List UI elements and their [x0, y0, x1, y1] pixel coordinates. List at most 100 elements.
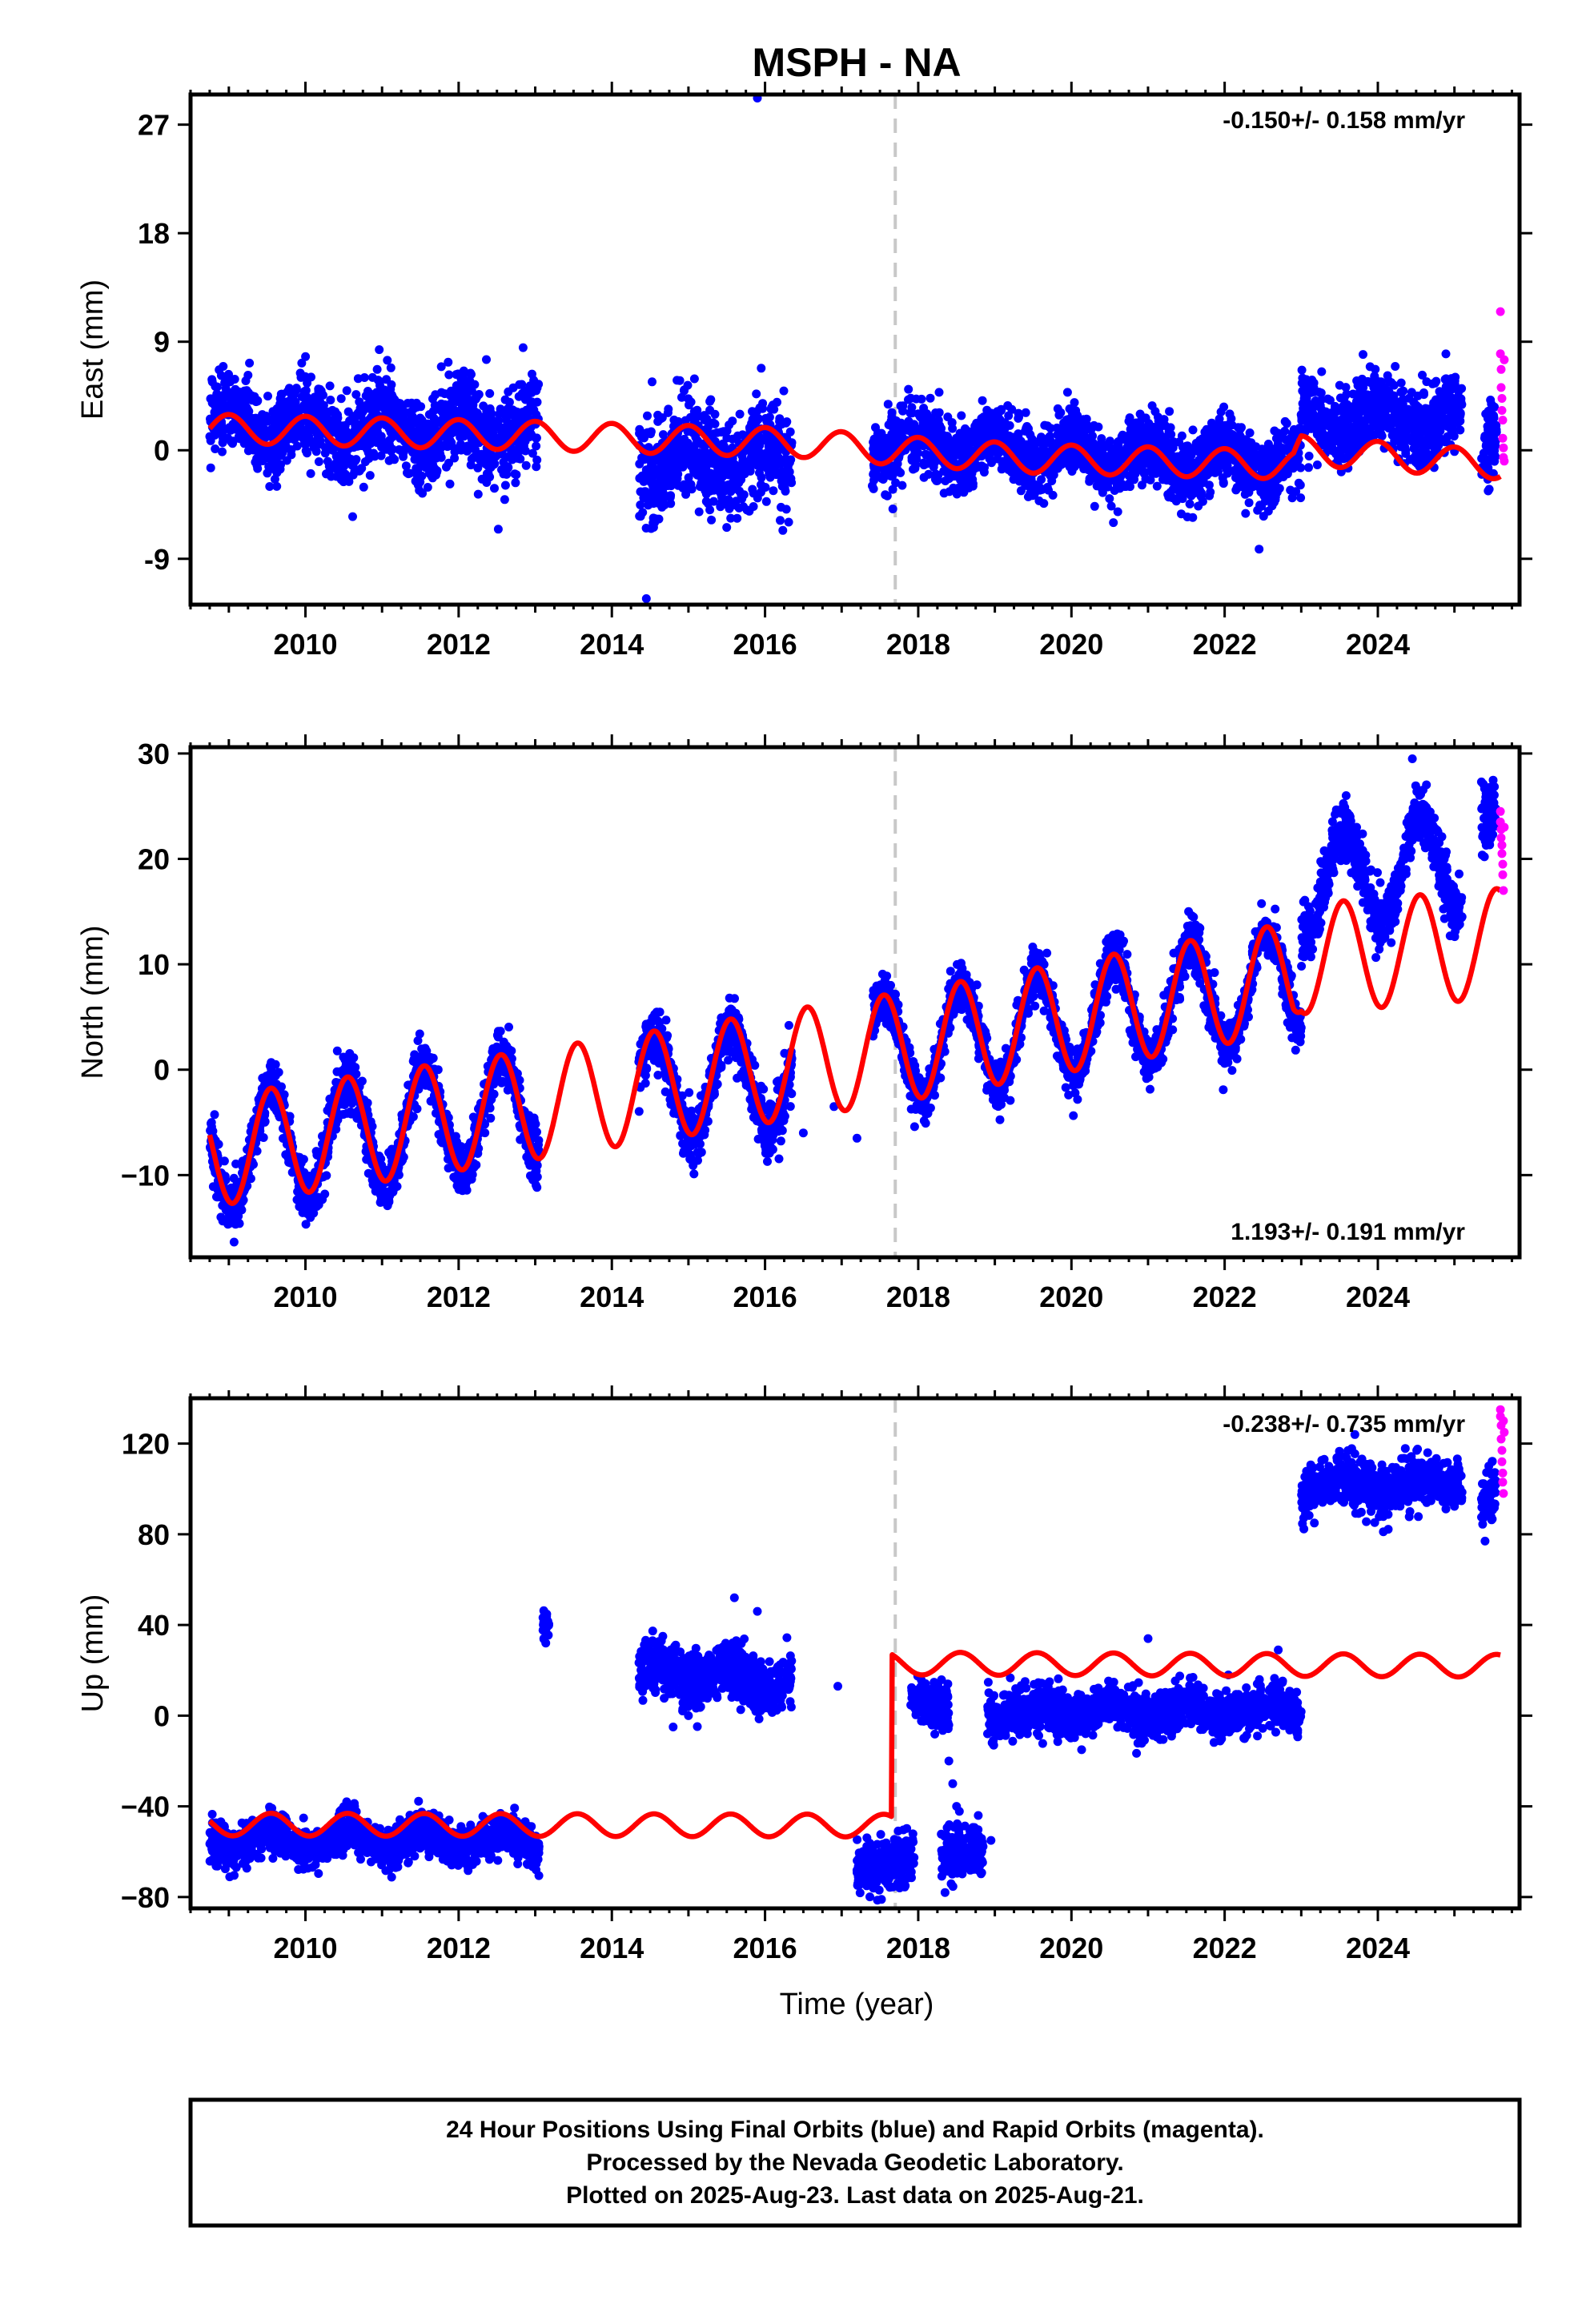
data-point: [418, 489, 428, 498]
data-point: [1431, 376, 1441, 386]
data-point: [384, 456, 394, 465]
data-point: [456, 374, 466, 384]
data-point: [521, 460, 531, 470]
data-point: [532, 433, 541, 443]
data-point: [749, 420, 758, 429]
data-point: [776, 516, 785, 525]
data-point: [335, 431, 343, 440]
data-point: [1307, 414, 1317, 424]
data-point: [520, 435, 530, 444]
data-point: [1325, 396, 1335, 405]
data-point: [447, 426, 456, 436]
rapid-point: [1498, 416, 1508, 425]
data-point: [281, 408, 291, 416]
data-point: [939, 435, 949, 444]
data-point: [1484, 432, 1493, 442]
data-point: [1214, 421, 1223, 431]
data-point: [501, 415, 511, 424]
data-point: [1105, 494, 1114, 504]
data-point: [707, 469, 717, 479]
data-point: [1013, 471, 1022, 480]
data-point: [696, 482, 705, 492]
data-point: [950, 441, 960, 451]
data-point: [1164, 427, 1174, 436]
data-point: [466, 460, 476, 470]
data-point: [350, 425, 359, 435]
data-point: [436, 362, 446, 372]
data-point: [904, 416, 913, 426]
data-point: [380, 391, 390, 400]
data-point: [311, 392, 320, 402]
data-point: [757, 472, 766, 482]
data-point: [766, 452, 776, 462]
data-point: [689, 374, 699, 384]
data-point: [1112, 454, 1122, 464]
data-point: [653, 410, 663, 420]
data-point: [897, 480, 907, 490]
data-point: [906, 393, 915, 403]
data-point: [331, 424, 340, 434]
data-point: [717, 492, 726, 501]
outlier-point: [1255, 545, 1264, 554]
data-point: [939, 489, 949, 498]
data-point: [1219, 402, 1229, 412]
data-point: [639, 476, 648, 486]
data-point: [295, 428, 305, 437]
data-point: [532, 462, 541, 472]
x-tick-label: 2016: [733, 628, 797, 661]
data-point: [456, 432, 465, 442]
data-point: [910, 464, 920, 473]
data-point: [1353, 380, 1363, 390]
data-point: [473, 418, 482, 428]
data-point: [909, 442, 918, 452]
data-point: [424, 419, 433, 428]
rapid-point: [1499, 443, 1508, 452]
data-point: [316, 386, 326, 396]
data-point: [500, 434, 509, 443]
data-point: [1359, 350, 1367, 360]
data-point: [961, 424, 970, 433]
data-point: [1441, 349, 1451, 359]
data-point: [457, 381, 467, 391]
data-point: [1102, 442, 1111, 452]
data-point: [206, 463, 215, 472]
data-point: [1310, 387, 1319, 396]
data-point: [1282, 444, 1291, 454]
rapid-point: [1496, 307, 1505, 316]
data-point: [350, 416, 359, 425]
data-point: [212, 389, 222, 399]
data-point: [1391, 362, 1400, 371]
data-point: [636, 501, 645, 509]
data-point: [934, 475, 943, 485]
data-point: [1178, 479, 1187, 489]
data-point: [1087, 440, 1097, 449]
data-point: [1297, 365, 1307, 375]
data-point: [1259, 457, 1269, 467]
data-point: [777, 481, 787, 491]
data-point: [401, 461, 411, 471]
data-point: [1436, 415, 1445, 424]
data-point: [416, 413, 425, 423]
data-point: [1021, 426, 1030, 436]
data-point: [773, 397, 781, 407]
data-point: [757, 488, 765, 497]
data-point: [314, 457, 323, 466]
data-point: [643, 411, 652, 420]
data-point: [375, 345, 384, 355]
data-point: [886, 416, 896, 425]
data-point: [670, 447, 680, 456]
data-point: [1393, 428, 1403, 438]
data-point: [710, 419, 720, 428]
data-point: [444, 370, 454, 380]
data-point: [1241, 509, 1251, 518]
data-point: [1330, 420, 1339, 429]
data-point: [258, 410, 267, 420]
data-point: [263, 392, 272, 401]
data-point: [307, 401, 316, 410]
data-point: [1200, 428, 1210, 436]
data-point: [648, 377, 656, 387]
x-tick-label: 2010: [273, 628, 337, 661]
data-point: [1388, 392, 1398, 402]
final-orbit-points: [205, 94, 1501, 603]
data-point: [692, 452, 701, 461]
